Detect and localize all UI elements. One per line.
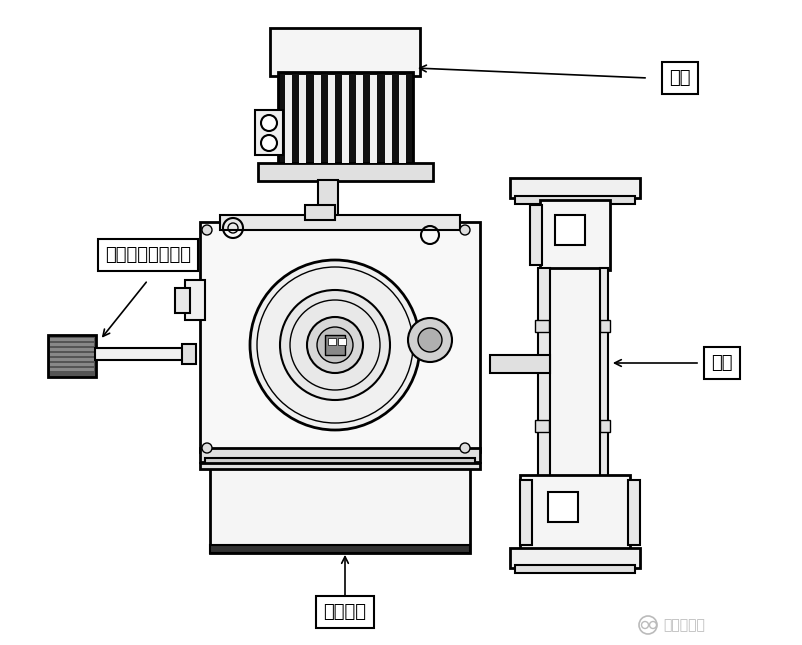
Bar [548,268,602,478]
Bar [540,200,610,270]
Bar [600,420,610,432]
Bar [628,480,640,545]
Text: 电机: 电机 [669,69,691,87]
Bar [371,75,378,163]
Bar [200,448,480,462]
Bar [305,205,335,220]
Circle shape [408,318,452,362]
Bar [399,75,406,163]
Bar [318,180,338,218]
Bar [325,335,345,355]
Bar [538,268,550,478]
Bar [600,268,608,478]
Circle shape [317,327,353,363]
Bar [490,355,550,373]
Bar [50,358,94,361]
Bar [530,205,542,265]
Text: 泵头: 泵头 [711,354,733,372]
Bar [50,343,94,346]
Bar [210,545,470,553]
Bar [286,75,292,163]
Bar [220,215,460,230]
Bar [510,178,640,198]
Bar [342,75,349,163]
Bar [555,215,585,245]
Bar [515,196,635,204]
Bar [385,75,391,163]
Bar [535,320,549,332]
Bar [255,110,283,155]
Bar [258,163,433,181]
Bar [200,222,480,452]
Circle shape [202,443,212,453]
Bar [515,565,635,573]
Circle shape [460,225,470,235]
Bar [548,492,578,522]
Bar [510,548,640,568]
Bar [50,348,94,351]
Bar [48,335,96,377]
Circle shape [261,115,277,131]
Text: 机械装置: 机械装置 [323,603,367,621]
Bar [356,75,363,163]
Bar [200,463,480,469]
Bar [299,75,306,163]
Bar [205,458,475,466]
Circle shape [202,225,212,235]
Bar [328,75,334,163]
Bar [270,28,420,76]
Bar [314,75,321,163]
Bar [600,320,610,332]
Bar [520,475,630,550]
Bar [50,338,94,341]
Bar [95,348,185,360]
Bar [278,72,413,167]
Bar [175,288,190,313]
Circle shape [418,328,442,352]
Bar [535,420,549,432]
Bar [50,368,94,371]
Bar [185,280,205,320]
Bar [338,338,346,345]
Bar [182,344,196,364]
Circle shape [250,260,420,430]
Bar [50,353,94,356]
Bar [50,363,94,366]
Circle shape [460,443,470,453]
Circle shape [280,290,390,400]
Circle shape [261,135,277,151]
Circle shape [307,317,363,373]
Bar [520,480,532,545]
Bar [328,338,336,345]
Text: 冲程长度调节旋钮: 冲程长度调节旋钮 [105,246,191,264]
Bar [210,468,470,553]
Text: 煤化工联盟: 煤化工联盟 [663,618,705,632]
